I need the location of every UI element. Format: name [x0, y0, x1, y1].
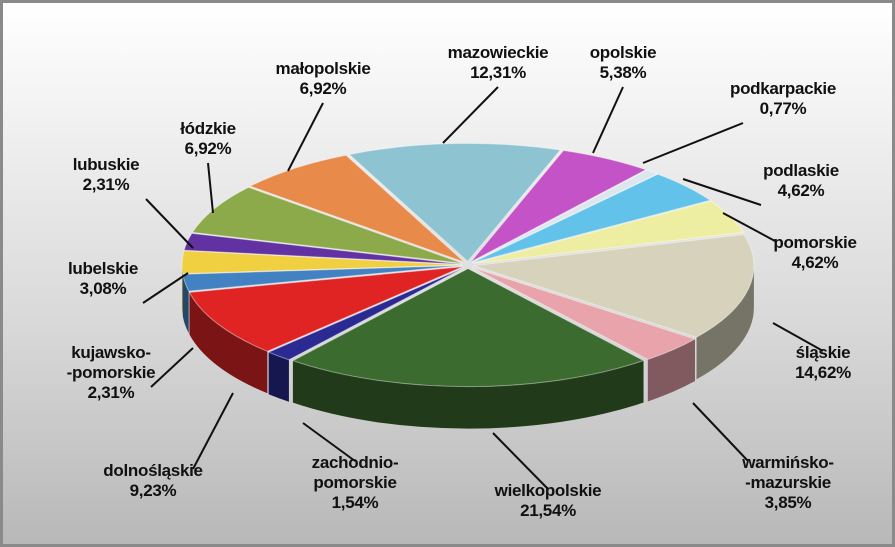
- slice: [267, 267, 465, 361]
- leader-line: [772, 322, 824, 352]
- slice-label: wielkopolskie 21,54%: [495, 481, 602, 521]
- slice-label: lubuskie 2,31%: [73, 155, 140, 195]
- slice-label: małopolskie 6,92%: [276, 59, 371, 99]
- value-label: 6,92%: [299, 79, 347, 98]
- leader-line: [192, 392, 234, 470]
- slice-label: warmińsko- -mazurskie 3,85%: [742, 453, 834, 513]
- slice: [472, 267, 697, 360]
- category-name: warmińsko- -mazurskie: [742, 453, 834, 492]
- slice: [248, 154, 465, 263]
- slice-label: lubelskie 3,08%: [68, 259, 138, 299]
- leader-line: [287, 102, 324, 172]
- slice: [470, 149, 648, 263]
- value-label: 4,62%: [791, 253, 839, 272]
- value-label: 21,54%: [520, 501, 576, 520]
- category-name: kujawsko- -pomorskie: [66, 343, 156, 382]
- leader-line: [302, 422, 356, 462]
- slice-label: pomorskie 4,62%: [773, 233, 857, 273]
- pie-area: [142, 86, 824, 490]
- slice-label: podlaskie 4,62%: [763, 161, 839, 201]
- slice-side: [189, 292, 268, 394]
- slice: [188, 266, 463, 352]
- value-label: 3,08%: [79, 279, 127, 298]
- value-label: 12,31%: [470, 63, 526, 82]
- value-label: 1,54%: [331, 493, 379, 512]
- category-name: opolskie: [589, 43, 657, 62]
- category-name: wielkopolskie: [494, 481, 602, 500]
- category-name: łódzkie: [180, 119, 236, 138]
- slice-label: kujawsko- -pomorskie 2,31%: [67, 343, 156, 403]
- value-label: 3,85%: [764, 493, 812, 512]
- slice-side: [292, 360, 644, 429]
- slice: [348, 142, 562, 263]
- slice-side: [647, 339, 695, 402]
- leader-line: [142, 272, 189, 304]
- slice-label: dolnośląskie 9,23%: [103, 461, 203, 501]
- slice: [181, 250, 463, 275]
- category-name: małopolskie: [275, 59, 371, 78]
- category-name: pomorskie: [773, 233, 857, 252]
- value-label: 4,62%: [777, 181, 825, 200]
- leader-line: [682, 178, 762, 206]
- slice: [472, 173, 712, 264]
- value-label: 2,31%: [87, 383, 135, 402]
- category-name: mazowieckie: [447, 43, 549, 62]
- leader-line: [722, 212, 776, 242]
- leader-line: [642, 122, 744, 164]
- slice-side: [268, 352, 289, 402]
- slice-label: łódzkie 6,92%: [180, 119, 236, 159]
- leader-line: [592, 86, 624, 154]
- slice-label: śląskie 14,62%: [795, 343, 851, 383]
- category-name: śląskie: [795, 343, 851, 362]
- slice: [182, 265, 463, 292]
- category-name: zachodnio- pomorskie: [311, 453, 399, 492]
- slice-label: zachodnio- pomorskie 1,54%: [312, 453, 399, 513]
- slice: [191, 186, 463, 264]
- slice-label: opolskie 5,38%: [590, 43, 657, 83]
- value-label: 5,38%: [599, 63, 647, 82]
- slice-label: mazowieckie 12,31%: [448, 43, 549, 83]
- category-name: lubelskie: [67, 259, 139, 278]
- slice-label: podkarpackie 0,77%: [730, 79, 836, 119]
- slice: [471, 169, 659, 263]
- category-name: dolnośląskie: [103, 461, 203, 480]
- slice: [291, 268, 645, 388]
- leader-line: [492, 432, 549, 490]
- leader-line: [442, 86, 499, 144]
- slice-side: [696, 265, 754, 380]
- category-name: podkarpackie: [729, 79, 837, 98]
- leader-line: [207, 162, 214, 214]
- leader-line: [692, 402, 749, 462]
- value-label: 2,31%: [82, 175, 130, 194]
- value-label: 0,77%: [759, 99, 807, 118]
- value-label: 14,62%: [795, 363, 851, 382]
- category-name: podlaskie: [763, 161, 839, 180]
- leader-line: [145, 198, 194, 249]
- value-label: 9,23%: [129, 481, 177, 500]
- slice: [473, 234, 755, 338]
- category-name: lubuskie: [72, 155, 140, 174]
- value-label: 6,92%: [184, 139, 232, 158]
- leader-line: [150, 347, 194, 388]
- slice-side: [182, 274, 189, 334]
